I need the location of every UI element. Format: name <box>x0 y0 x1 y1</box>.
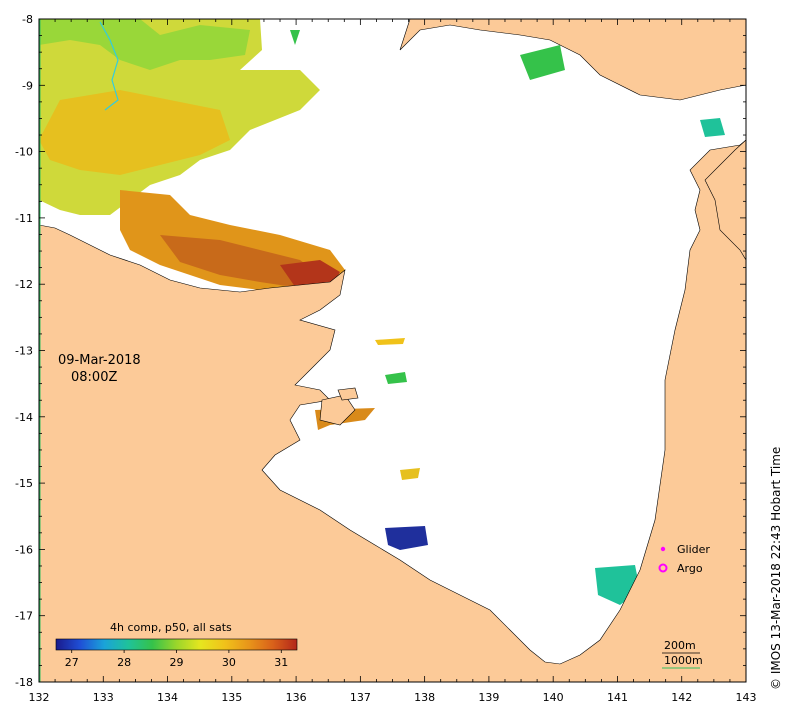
x-tick-label: 138 <box>414 691 435 704</box>
axis-layer: 132 133 134 135 136 137 138 139 140 141 142 143 -8 -9… <box>15 13 756 704</box>
colorbar-title: 4h comp, p50, all sats <box>110 621 232 634</box>
colorbar-tick-label: 28 <box>117 656 131 669</box>
x-tick-label: 139 <box>478 691 499 704</box>
y-tick-label: -11 <box>15 212 33 225</box>
colorbar-tick-label: 29 <box>170 656 184 669</box>
x-tick-label: 137 <box>350 691 371 704</box>
land-arnhem <box>39 139 746 682</box>
y-tick-label: -18 <box>15 676 33 689</box>
argo-marker-icon <box>658 563 668 573</box>
contour-legend: 200m 1000m <box>662 639 703 669</box>
y-tick-label: -8 <box>22 13 33 26</box>
y-tick-label: -13 <box>15 345 33 358</box>
y-tick-label: -16 <box>15 543 33 556</box>
y-tick-label: -10 <box>15 146 33 159</box>
time-label: 08:00Z <box>71 370 117 385</box>
x-tick-label: 134 <box>157 691 178 704</box>
contour-200m-label: 200m <box>664 639 696 652</box>
colorbar: 4h comp, p50, all sats 27 28 29 30 31 <box>55 621 298 669</box>
colorbar-ticks: 27 28 29 30 31 <box>65 650 288 669</box>
glider-marker-icon <box>660 546 666 552</box>
contour-1000m-label: 1000m <box>664 654 703 667</box>
date-label: 09-Mar-2018 <box>58 353 141 368</box>
x-tick-label: 133 <box>93 691 114 704</box>
land-cape-york <box>704 139 746 261</box>
river <box>99 21 119 111</box>
x-tick-label: 142 <box>671 691 692 704</box>
y-tick-label: -17 <box>15 610 33 623</box>
legend-glider-label: Glider <box>677 543 710 556</box>
y-tick-label: -9 <box>22 79 33 92</box>
legend: Glider Argo <box>658 543 710 575</box>
x-tick-label: 140 <box>543 691 564 704</box>
y-tick-label: -14 <box>15 411 33 424</box>
colorbar-tick-label: 31 <box>274 656 288 669</box>
colorbar-tick-label: 30 <box>222 656 236 669</box>
x-tick-label: 132 <box>29 691 50 704</box>
y-tick-label: -15 <box>15 477 33 490</box>
credit-text: © IMOS 13-Mar-2018 22:43 Hobart Time <box>769 447 783 690</box>
x-tick-label: 141 <box>607 691 628 704</box>
x-tick-label: 143 <box>736 691 757 704</box>
colorbar-tick-label: 27 <box>65 656 79 669</box>
legend-argo-label: Argo <box>677 562 703 575</box>
land-island <box>337 387 359 401</box>
y-tick-label: -12 <box>15 278 33 291</box>
land-new-guinea <box>399 19 746 101</box>
colorbar-bar <box>55 638 298 651</box>
x-tick-label: 135 <box>221 691 242 704</box>
x-tick-label: 136 <box>286 691 307 704</box>
